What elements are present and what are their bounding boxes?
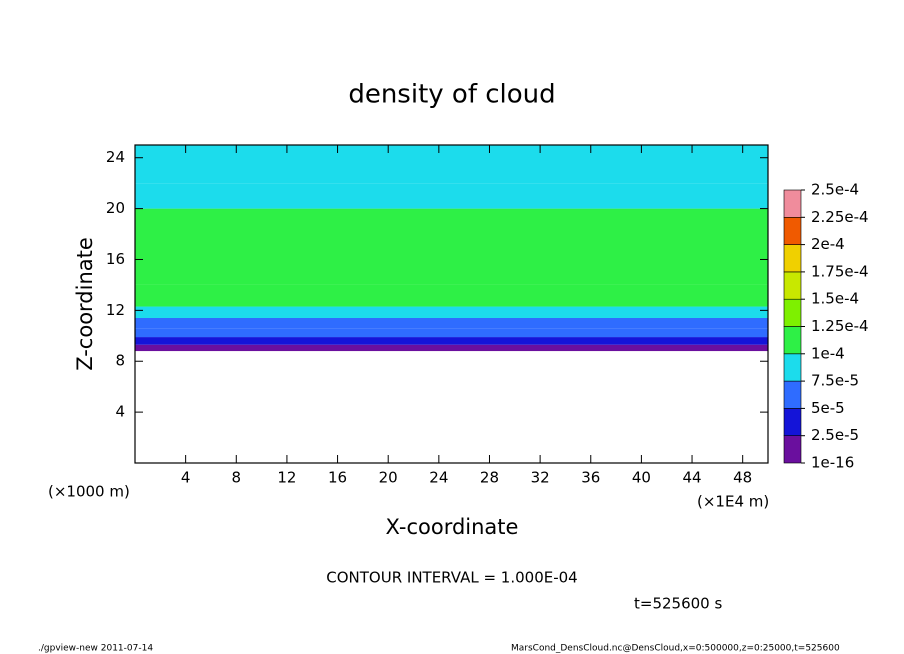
y-unit: (×1000 m) xyxy=(48,483,130,501)
footer-right: MarsCond_DensCloud.nc@DensCloud,x=0:5000… xyxy=(511,644,840,654)
chart-title: density of cloud xyxy=(348,80,555,110)
colorbar-label: 1.25e-4 xyxy=(811,317,869,335)
density-band xyxy=(135,306,768,318)
colorbar-box xyxy=(783,435,802,464)
y-tick-label: 12 xyxy=(106,301,125,319)
colorbar-label: 2.5e-5 xyxy=(811,426,859,444)
x-tick-label: 16 xyxy=(328,469,347,487)
x-tick-label: 44 xyxy=(682,469,701,487)
colorbar-box xyxy=(783,326,802,355)
x-tick-label: 48 xyxy=(733,469,752,487)
colorbar-box xyxy=(783,271,802,300)
x-tick-label: 40 xyxy=(632,469,651,487)
y-tick-label: 8 xyxy=(115,352,125,370)
x-tick-label: 24 xyxy=(429,469,448,487)
x-tick-label: 12 xyxy=(277,469,296,487)
colorbar-label: 1e-16 xyxy=(811,454,854,472)
x-axis-label: X-coordinate xyxy=(386,515,519,539)
density-band xyxy=(135,337,768,345)
colorbar-box xyxy=(783,189,802,218)
time-label: t=525600 s xyxy=(634,595,722,613)
density-band xyxy=(135,145,768,184)
x-tick-label: 36 xyxy=(581,469,600,487)
colorbar-box xyxy=(783,217,802,245)
y-tick-label: 4 xyxy=(115,403,125,421)
contour-interval: CONTOUR INTERVAL = 1.000E-04 xyxy=(326,569,577,587)
density-band xyxy=(135,183,768,209)
y-axis-label: Z-coordinate xyxy=(73,237,97,371)
density-band xyxy=(135,284,768,307)
x-unit: (×1E4 m) xyxy=(697,493,769,511)
colorbar-box xyxy=(783,298,802,327)
density-band xyxy=(135,208,768,285)
colorbar-label: 2e-4 xyxy=(811,235,845,253)
colorbar-label: 5e-5 xyxy=(811,399,845,417)
colorbar-label: 1e-4 xyxy=(811,344,845,362)
colorbar-label: 2.25e-4 xyxy=(811,208,869,226)
density-band xyxy=(135,317,768,329)
colorbar-label: 1.5e-4 xyxy=(811,290,859,308)
footer-left: ./gpview-new 2011-07-14 xyxy=(38,644,153,654)
x-tick-label: 28 xyxy=(480,469,499,487)
x-tick-label: 20 xyxy=(379,469,398,487)
y-tick-label: 16 xyxy=(106,250,125,268)
colorbar-label: 1.75e-4 xyxy=(811,262,869,280)
colorbar-box xyxy=(783,408,802,436)
colorbar-label: 7.5e-5 xyxy=(811,372,859,390)
x-tick-label: 4 xyxy=(181,469,191,487)
x-tick-label: 32 xyxy=(531,469,550,487)
x-tick-label: 8 xyxy=(232,469,242,487)
plot-frame xyxy=(134,144,769,464)
y-tick-label: 24 xyxy=(106,148,125,166)
density-band xyxy=(135,328,768,338)
y-tick-label: 20 xyxy=(106,199,125,217)
colorbar-label: 2.5e-4 xyxy=(811,181,859,199)
colorbar-box xyxy=(783,244,802,273)
colorbar-box xyxy=(783,353,802,382)
density-band xyxy=(135,344,768,352)
colorbar-box xyxy=(783,380,802,409)
